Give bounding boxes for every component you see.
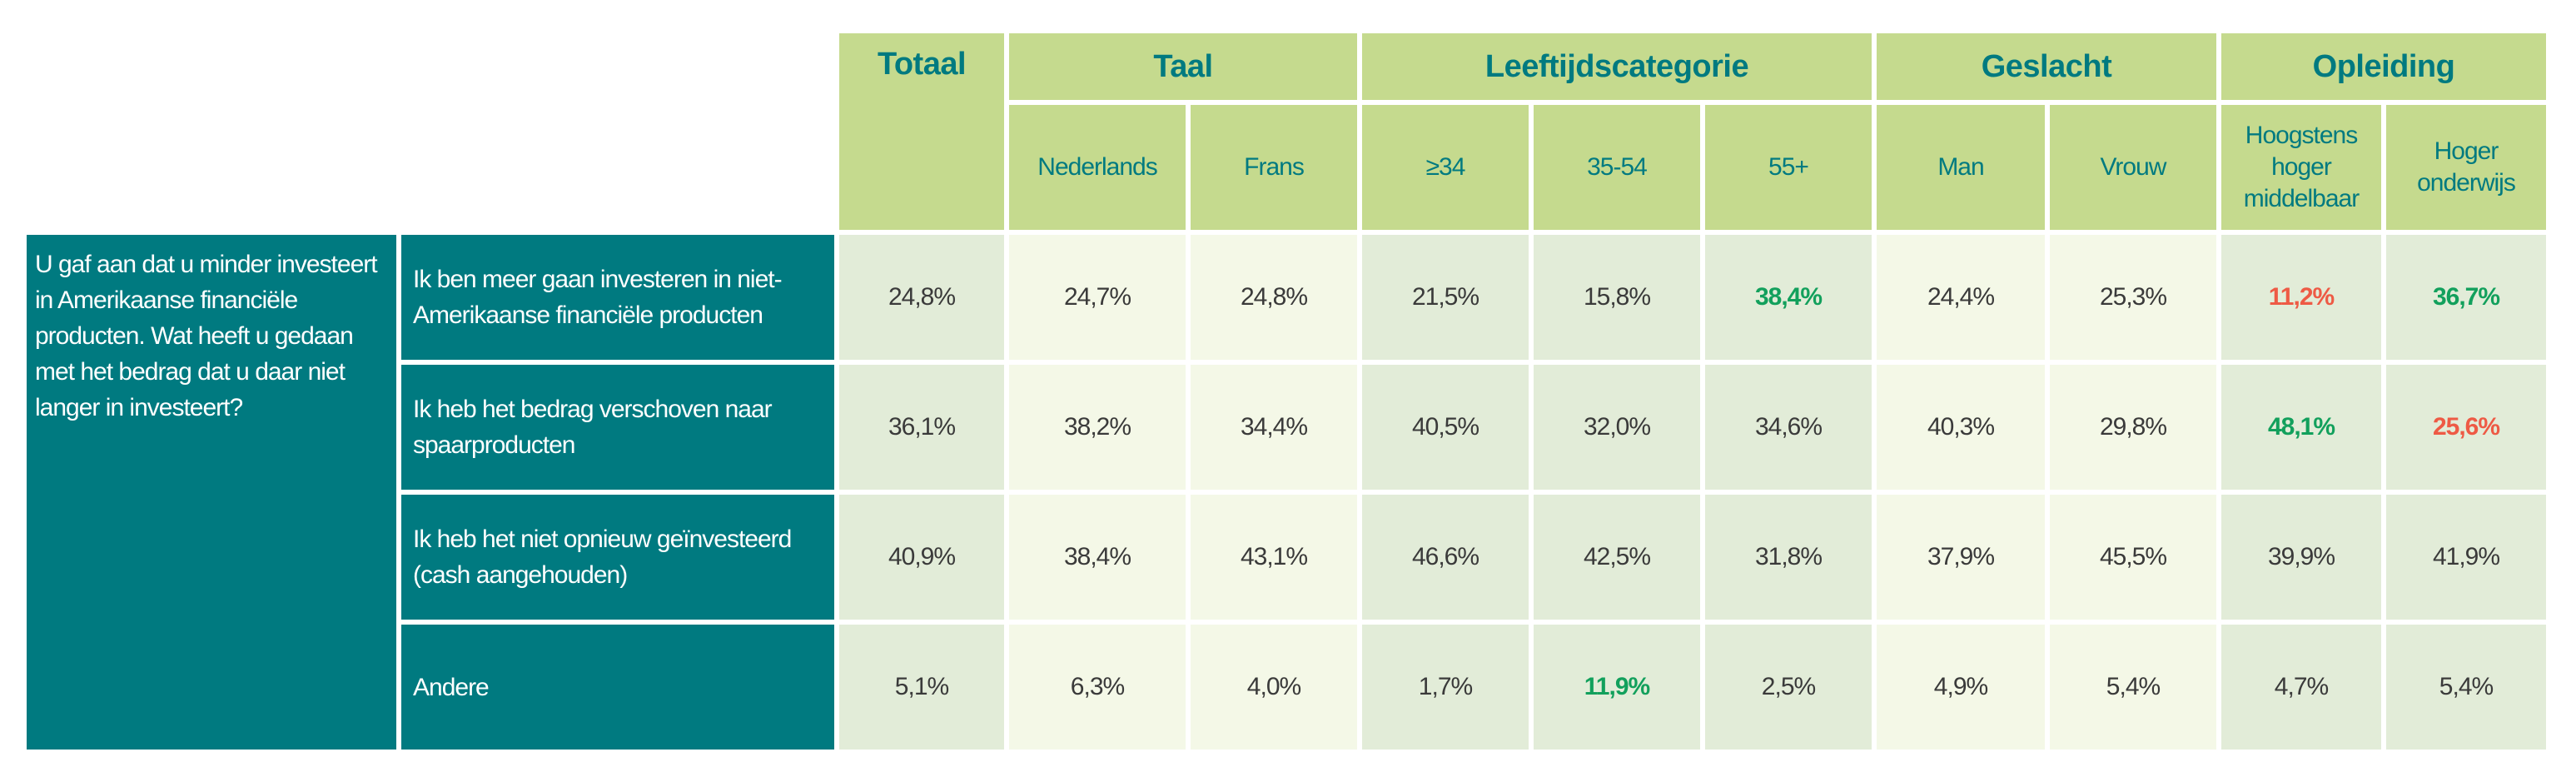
subheader-age-35-54: 35-54 [1534,105,1700,230]
subheader-nederlands: Nederlands [1009,105,1186,230]
value-cell: 46,6% [1362,495,1529,620]
value-cell: 24,8% [1191,235,1357,360]
value-cell: 34,6% [1705,365,1872,490]
subheader-age-55plus: 55+ [1705,105,1872,230]
table-row: Andere 5,1% 6,3% 4,0% 1,7% 11,9% 2,5% 4,9% 5,4% 4… [27,625,2546,750]
value-cell: 43,1% [1191,495,1357,620]
value-cell: 45,5% [2050,495,2216,620]
value-cell: 15,8% [1534,235,1700,360]
value-cell: 32,0% [1534,365,1700,490]
value-cell: 24,4% [1877,235,2045,360]
value-cell: 36,7% [2386,235,2546,360]
value-cell: 37,9% [1877,495,2045,620]
value-cell: 34,4% [1191,365,1357,490]
table-row: U gaf aan dat u minder investeert in Ame… [27,235,2546,750]
value-cell: 42,5% [1534,495,1700,620]
value-cell: 4,7% [2221,625,2381,750]
value-cell: 25,6% [2386,365,2546,490]
value-cell: 11,9% [1534,625,1700,750]
table-row: Ik heb het bedrag verschoven naar spaarp… [27,365,2546,490]
value-cell: 5,4% [2386,625,2546,750]
value-cell: 5,4% [2050,625,2216,750]
value-cell: 11,2% [2221,235,2381,360]
value-cell: 24,8% [839,235,1004,360]
answer-cell: Ik heb het niet opnieuw geïnvesteerd (ca… [401,495,834,620]
value-cell: 38,2% [1009,365,1186,490]
subheader-hoger-onderwijs: Hoger onderwijs [2386,105,2546,230]
value-cell: 40,9% [839,495,1004,620]
value-cell: 39,9% [2221,495,2381,620]
header-opleiding: Opleiding [2221,33,2546,100]
subheader-age-34: ≥34 [1362,105,1529,230]
value-cell: 40,3% [1877,365,2045,490]
value-cell: 4,9% [1877,625,2045,750]
subheader-hoogstens-hoger-middelbaar: Hoogstens hoger middelbaar [2221,105,2381,230]
subheader-frans: Frans [1191,105,1357,230]
value-cell: 5,1% [839,625,1004,750]
value-cell: 36,1% [839,365,1004,490]
value-cell: 6,3% [1009,625,1186,750]
value-cell: 41,9% [2386,495,2546,620]
header-geslacht: Geslacht [1877,33,2216,100]
value-cell: 31,8% [1705,495,1872,620]
value-cell: 1,7% [1362,625,1529,750]
value-cell: 40,5% [1362,365,1529,490]
question-cell: U gaf aan dat u minder investeert in Ame… [27,235,396,750]
table-row: Ik heb het niet opnieuw geïnvesteerd (ca… [27,495,2546,620]
value-cell: 38,4% [1705,235,1872,360]
subheader-vrouw: Vrouw [2050,105,2216,230]
value-cell: 25,3% [2050,235,2216,360]
subheader-man: Man [1877,105,2045,230]
value-cell: 2,5% [1705,625,1872,750]
value-cell: 24,7% [1009,235,1186,360]
value-cell: 29,8% [2050,365,2216,490]
answer-cell: Ik ben meer gaan investeren in niet-Amer… [401,235,834,360]
survey-results-table: Totaal Taal Leeftijdscategorie Geslacht … [22,28,2551,755]
empty-corner [27,33,834,230]
header-totaal: Totaal [839,33,1004,230]
value-cell: 4,0% [1191,625,1357,750]
answer-cell: Ik heb het bedrag verschoven naar spaarp… [401,365,834,490]
answer-cell: Andere [401,625,834,750]
value-cell: 38,4% [1009,495,1186,620]
header-leeftijdscategorie: Leeftijdscategorie [1362,33,1872,100]
value-cell: 48,1% [2221,365,2381,490]
header-taal: Taal [1009,33,1357,100]
value-cell: 21,5% [1362,235,1529,360]
